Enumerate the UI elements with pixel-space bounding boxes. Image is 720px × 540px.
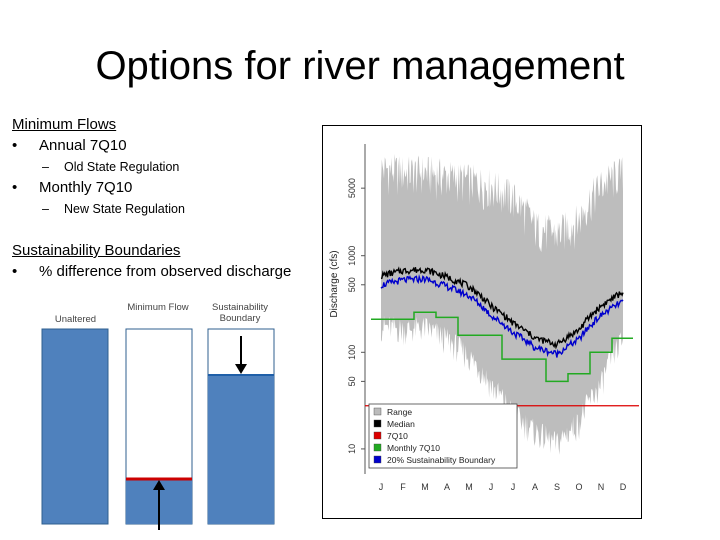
- label-minimum-flow: Minimum Flow: [127, 302, 189, 313]
- y-tick-label: 100: [347, 345, 357, 360]
- bar-boundary-fill: [208, 375, 274, 524]
- sustainability-boundary-line: [380, 274, 624, 358]
- flow-options-diagram: Unaltered Minimum Flow Sustainability Bo…: [38, 300, 308, 540]
- legend-label: 7Q10: [387, 431, 408, 441]
- minimum-flows-heading: Minimum Flows: [12, 116, 117, 133]
- x-tick-label: A: [444, 482, 450, 492]
- legend-swatch: [373, 431, 382, 440]
- sustainability-heading: Sustainability Boundaries: [12, 242, 181, 259]
- bullet-percent-difference-text: % difference from observed discharge: [39, 263, 292, 280]
- sub-bullet-new-regulation: – New State Regulation: [42, 201, 185, 216]
- y-tick-label: 500: [347, 277, 357, 292]
- boundary-arrowhead: [235, 364, 247, 374]
- label-sustainability-boundary: Sustainability Boundary: [212, 302, 268, 324]
- legend-box: [368, 403, 518, 469]
- legend-label: Range: [387, 407, 412, 417]
- slide-title: Options for river management: [95, 44, 625, 88]
- x-tick-label: D: [620, 482, 627, 492]
- x-tick-label: A: [532, 482, 538, 492]
- slide-body-text: Minimum Flows • Annual 7Q10 – Old State Re…: [12, 117, 312, 279]
- y-tick-label: 5000: [347, 178, 357, 198]
- legend-label: Monthly 7Q10: [387, 443, 440, 453]
- discharge-chart: 10 50 100 500 1000 5000 Discharge (cfs) J F M A M J J…: [329, 144, 639, 492]
- diagram-bars: [41, 328, 275, 530]
- x-tick-label: F: [400, 482, 406, 492]
- bullet-percent-difference: •% difference from observed discharge: [12, 263, 292, 280]
- legend-swatch: [373, 407, 382, 416]
- legend-label: 20% Sustainability Boundary: [387, 455, 496, 465]
- sub-bullet-old-regulation: – Old State Regulation: [42, 160, 180, 174]
- x-tick-label: J: [489, 482, 494, 492]
- median-line: [380, 266, 624, 350]
- bullet-monthly-7q10-text: Monthly 7Q10: [39, 178, 133, 196]
- chart-panel: 10 50 100 500 1000 5000 Discharge (cfs) J F M A M J J…: [322, 125, 642, 519]
- range-band: [381, 154, 623, 455]
- x-tick-label: J: [379, 482, 384, 492]
- monthly-7q10-line: [371, 311, 633, 383]
- sub-bullet-old-regulation-text: Old State Regulation: [64, 160, 180, 174]
- x-tick-label: S: [554, 482, 560, 492]
- legend-swatch: [373, 443, 382, 452]
- legend-swatch: [373, 455, 382, 464]
- legend-swatch: [373, 419, 382, 428]
- bullet-annual-7q10-text: Annual 7Q10: [39, 137, 127, 154]
- x-tick-label: J: [511, 482, 516, 492]
- legend-label: Median: [387, 419, 415, 429]
- y-tick-label: 10: [347, 444, 357, 454]
- minflow-arrowhead: [153, 480, 165, 490]
- bullet-monthly-7q10: • Monthly 7Q10: [12, 178, 133, 196]
- y-tick-label: 50: [347, 376, 357, 386]
- label-unaltered: Unaltered: [54, 314, 97, 325]
- sub-bullet-new-regulation-text: New State Regulation: [64, 201, 185, 216]
- x-tick-label: N: [598, 482, 605, 492]
- x-tick-label: M: [465, 482, 473, 492]
- x-tick-label: O: [575, 482, 582, 492]
- y-tick-label: 1000: [347, 246, 357, 266]
- bar-unaltered: [41, 328, 109, 525]
- x-tick-label: M: [421, 482, 429, 492]
- y-axis-label: Discharge (cfs): [329, 250, 340, 317]
- bullet-annual-7q10: • Annual 7Q10: [12, 137, 127, 154]
